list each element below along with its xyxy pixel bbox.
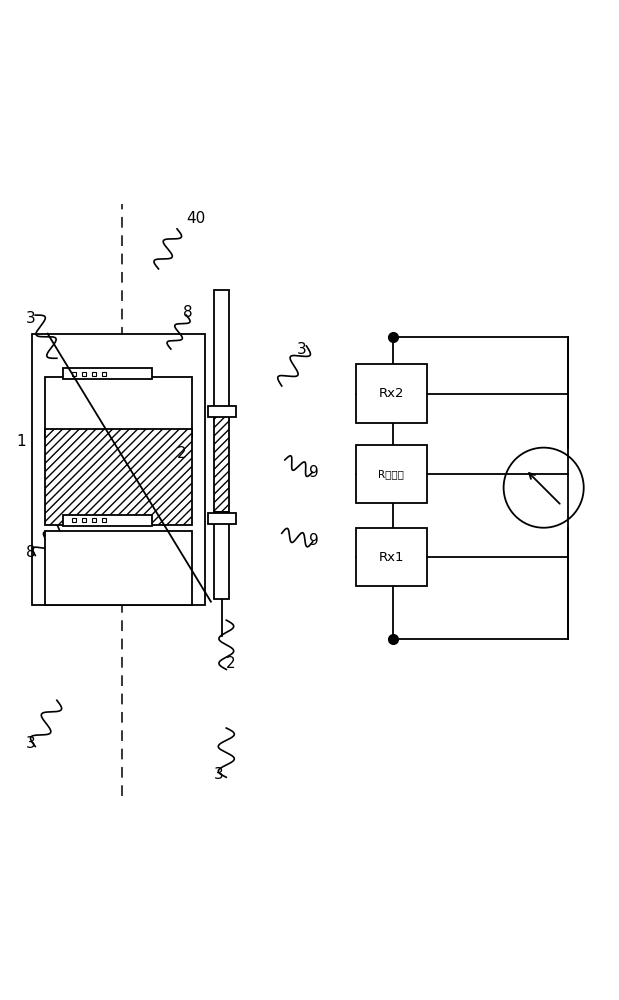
- Text: R分流器: R分流器: [378, 469, 404, 479]
- Bar: [63, 368, 152, 379]
- Text: 2: 2: [177, 446, 187, 461]
- Text: Rx2: Rx2: [378, 387, 404, 400]
- Text: Rx1: Rx1: [378, 551, 404, 564]
- Bar: [214, 414, 230, 512]
- Text: 8: 8: [26, 545, 36, 560]
- Text: 9: 9: [310, 465, 319, 480]
- Bar: [32, 334, 205, 605]
- Bar: [356, 364, 426, 423]
- Text: 3: 3: [297, 342, 307, 357]
- Bar: [208, 406, 236, 417]
- Bar: [45, 531, 193, 605]
- Bar: [63, 515, 152, 526]
- Bar: [214, 290, 230, 420]
- Bar: [214, 512, 230, 599]
- Bar: [45, 377, 193, 438]
- Bar: [356, 445, 426, 503]
- Text: 1: 1: [17, 434, 27, 449]
- Bar: [356, 528, 426, 586]
- Text: 40: 40: [186, 211, 206, 226]
- Bar: [45, 429, 193, 525]
- Text: 3: 3: [26, 736, 36, 751]
- Text: 3: 3: [214, 767, 223, 782]
- Bar: [208, 513, 236, 524]
- Text: 8: 8: [183, 305, 193, 320]
- Text: 2: 2: [227, 656, 236, 671]
- Text: 3: 3: [26, 311, 36, 326]
- Text: 9: 9: [310, 533, 319, 548]
